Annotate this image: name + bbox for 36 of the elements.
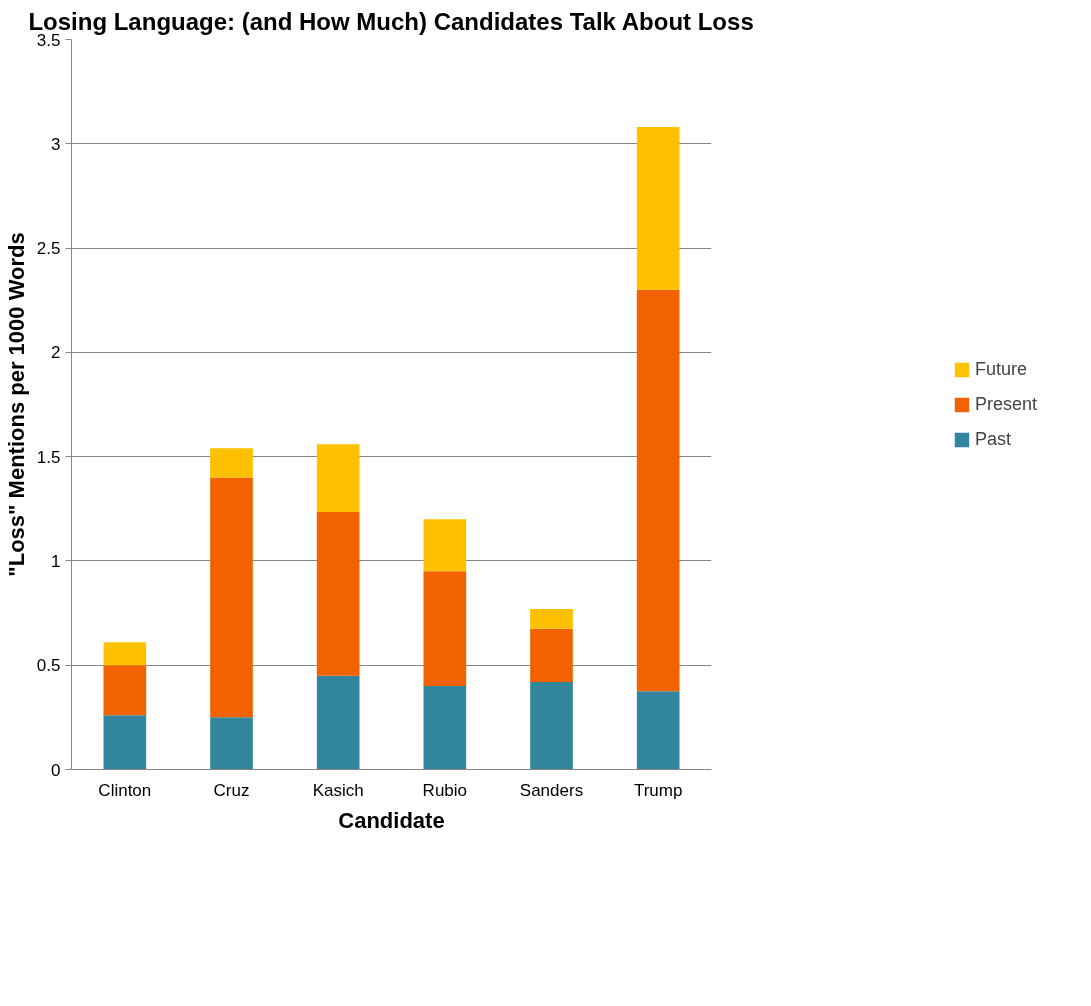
y-tick-label: 3 — [51, 134, 61, 154]
bar — [636, 289, 680, 692]
bar — [423, 519, 467, 572]
bar — [636, 127, 680, 290]
x-tick-label: Trump — [633, 780, 683, 800]
bar — [103, 642, 147, 666]
y-tick-label: 2.5 — [36, 239, 61, 259]
bar — [210, 477, 253, 718]
bar — [103, 715, 147, 770]
legend-label: Past — [974, 428, 1012, 450]
x-tick-label: Rubio — [422, 780, 468, 800]
y-axis-title: "Loss" Mentions per 1000 Words — [3, 232, 29, 577]
y-tick-label: 0.5 — [36, 656, 61, 676]
x-tick-label: Kasich — [312, 780, 364, 800]
y-tick-label: 0 — [51, 760, 61, 780]
bar — [530, 628, 573, 682]
bar — [316, 444, 360, 512]
x-axis-title: Candidate — [338, 807, 445, 833]
bar — [530, 608, 573, 629]
bar — [423, 571, 467, 687]
bar — [210, 717, 253, 770]
bar — [103, 665, 147, 716]
bar — [423, 686, 467, 770]
x-tick-label: Sanders — [519, 780, 584, 800]
bar — [636, 691, 680, 770]
y-tick-label: 1.5 — [36, 447, 61, 467]
legend-label: Future — [974, 358, 1028, 380]
bar — [316, 675, 360, 770]
y-tick-label: 2 — [51, 343, 61, 363]
bar — [210, 448, 253, 478]
x-tick-label: Clinton — [98, 780, 152, 800]
legend-label: Present — [974, 393, 1038, 415]
bar — [530, 681, 573, 770]
x-tick-label: Cruz — [213, 780, 250, 800]
bar — [316, 511, 360, 676]
y-tick-label: 1 — [51, 551, 61, 571]
